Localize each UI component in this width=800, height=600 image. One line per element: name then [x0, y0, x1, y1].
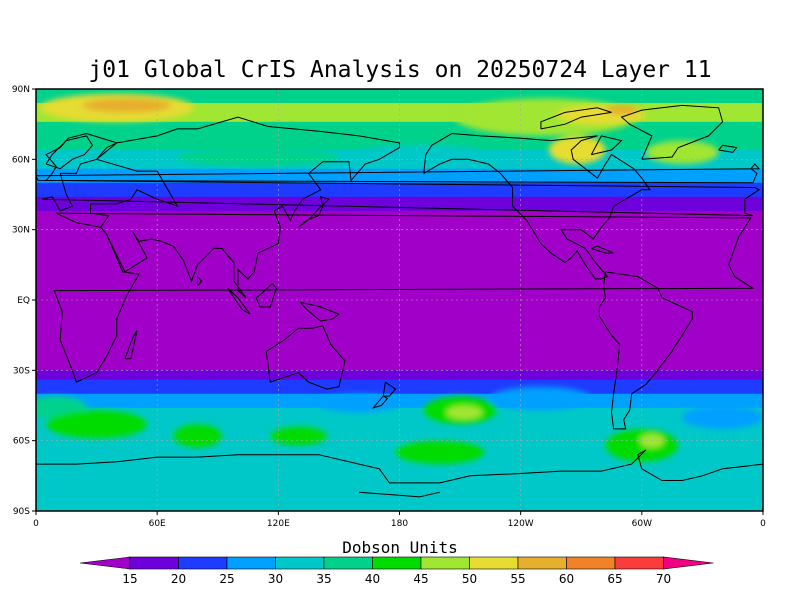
colorbar-swatch	[129, 556, 179, 570]
ozone-patch	[548, 135, 606, 165]
lat-tick-label: 30N	[12, 226, 30, 236]
ozone-patch	[359, 145, 481, 160]
coastline	[423, 132, 651, 280]
colorbar-swatch	[275, 556, 325, 570]
coastline	[620, 104, 724, 160]
longitude-axis: 0 60E 120E 180 120W 60W 0	[33, 511, 766, 529]
coastline	[36, 449, 763, 484]
colorbar-tick-label: 20	[171, 572, 186, 586]
coastline	[227, 287, 251, 315]
ozone-patch	[82, 98, 172, 113]
ozone-patch	[682, 405, 763, 429]
lon-tick-label: 0	[33, 519, 39, 529]
colorbar-tick-label: 45	[413, 572, 428, 586]
ozone-patches	[36, 93, 763, 465]
ozone-patch	[645, 140, 719, 165]
figure-title: j01 Global CrIS Analysis on 20250724 Lay…	[88, 57, 711, 83]
coastline	[90, 116, 400, 299]
coastline	[41, 132, 760, 217]
lon-tick-label: 60W	[632, 519, 652, 529]
colorbar-tick-label: 50	[462, 572, 477, 586]
colorbar: 15 20 25 30 35 40 45 50 55 60 65 70	[79, 556, 714, 586]
lon-tick-label: 120E	[267, 519, 290, 529]
lon-tick-label: 180	[391, 519, 408, 529]
colorbar-tick-label: 25	[219, 572, 234, 586]
coastline	[359, 491, 441, 498]
lat-tick-label: 60N	[12, 155, 30, 165]
ozone-band	[36, 379, 763, 395]
colorbar-tick-label: 70	[656, 572, 671, 586]
coastline	[718, 144, 738, 153]
coastline	[598, 271, 693, 430]
colorbar-swatch	[372, 556, 422, 570]
coastline	[540, 107, 612, 130]
coastline	[590, 135, 623, 156]
ozone-patch	[177, 147, 339, 167]
colorbar-swatch	[226, 556, 276, 570]
colorbar-tick-label: 65	[607, 572, 622, 586]
colorbar-swatch	[323, 556, 373, 570]
colorbar-swatch	[566, 556, 616, 570]
lon-tick-label: 120W	[508, 519, 534, 529]
colorbar-tick-label: 60	[559, 572, 574, 586]
colorbar-swatch	[517, 556, 567, 570]
coastlines	[36, 104, 763, 498]
ozone-patch	[445, 405, 483, 420]
coastline	[300, 301, 340, 322]
ozone-patch	[173, 424, 222, 448]
coastline	[36, 163, 761, 184]
graticule	[36, 89, 763, 511]
lon-tick-label: 60E	[149, 519, 166, 529]
ozone-patch	[46, 410, 148, 439]
coastline	[53, 212, 755, 383]
coastline	[298, 196, 330, 228]
latitude-axis: 90N 60N 30N EQ 30S 60S 90S	[12, 85, 36, 517]
colorbar-tick-label: 35	[316, 572, 331, 586]
colorbar-label: Dobson Units	[342, 538, 458, 557]
lat-tick-label: 90S	[13, 507, 30, 517]
lat-tick-label: 60S	[13, 437, 30, 447]
colorbar-tick-label: 30	[268, 572, 283, 586]
coastline	[197, 275, 203, 287]
ozone-patch	[318, 393, 400, 413]
coastline	[255, 282, 277, 308]
colorbar-upper-extension	[663, 556, 714, 570]
colorbar-swatch	[469, 556, 519, 570]
colorbar-swatch	[420, 556, 470, 570]
coastline	[371, 395, 389, 409]
colorbar-swatch	[614, 556, 664, 570]
lat-tick-label: EQ	[17, 296, 30, 306]
ozone-patch	[395, 440, 485, 465]
colorbar-tick-label: 15	[122, 572, 137, 586]
lat-tick-label: 30S	[13, 366, 30, 376]
ozone-patch	[490, 386, 592, 411]
lon-tick-label: 0	[760, 519, 766, 529]
ozone-patch	[270, 426, 327, 446]
ozone-patch	[605, 105, 638, 115]
coastline	[382, 381, 397, 397]
lat-tick-label: 90N	[12, 85, 30, 95]
ozone-band	[36, 89, 763, 104]
coastline	[591, 245, 614, 254]
colorbar-swatch	[178, 556, 228, 570]
coastline	[265, 325, 346, 390]
ozone-map	[36, 89, 763, 511]
coastline	[45, 135, 94, 170]
coastline	[124, 330, 138, 360]
colorbar-tick-label: 55	[510, 572, 525, 586]
colorbar-tick-label: 40	[365, 572, 380, 586]
colorbar-lower-extension	[79, 556, 131, 570]
